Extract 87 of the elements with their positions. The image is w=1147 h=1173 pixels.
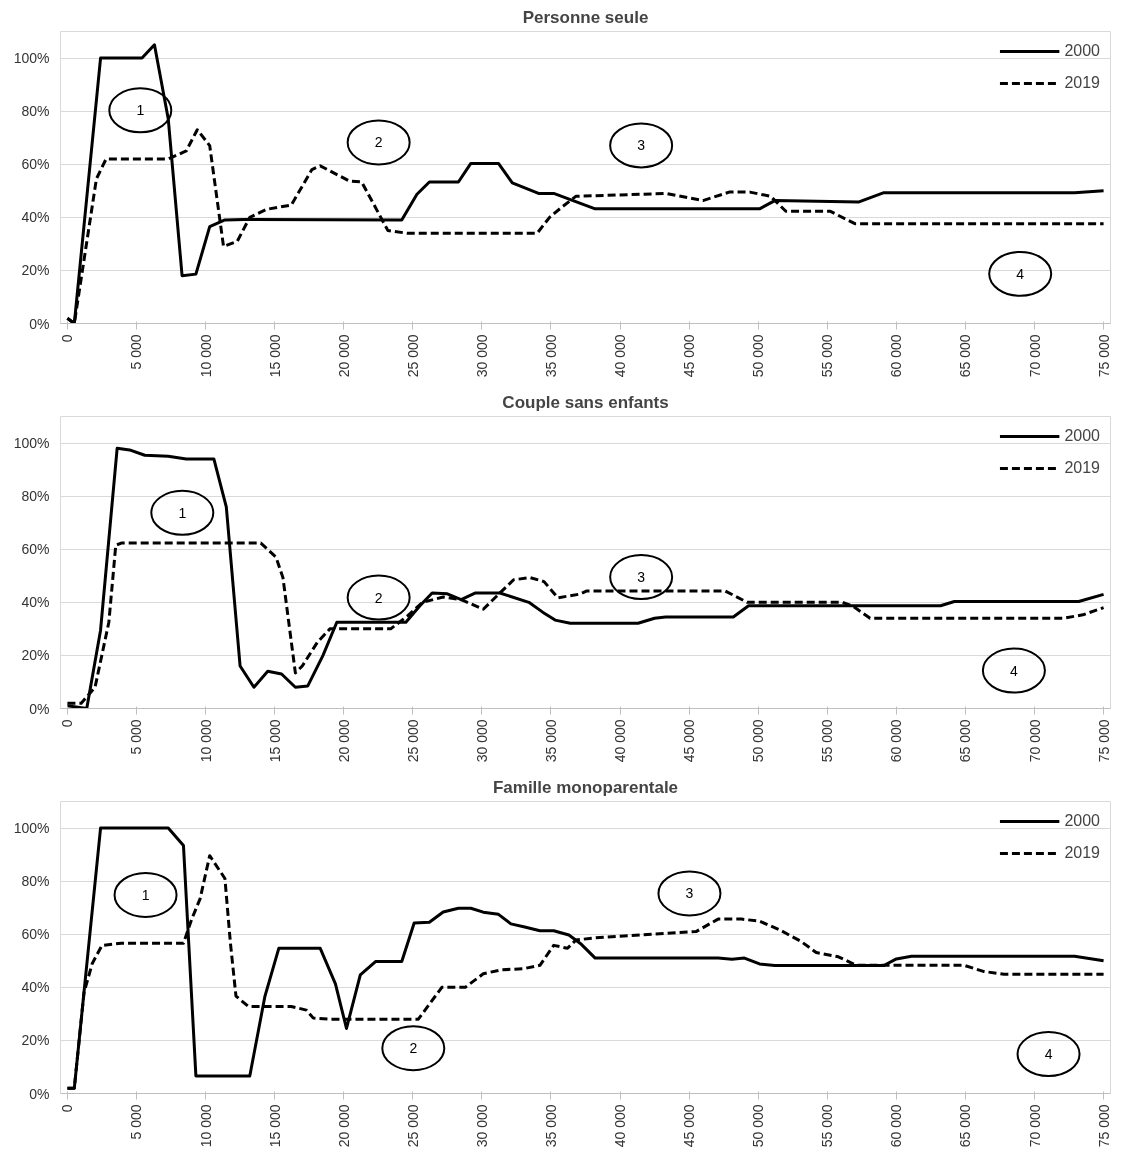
chart-title: Personne seule xyxy=(522,7,649,27)
y-tick-label: 100% xyxy=(13,50,50,67)
x-tick-label: 75 000 xyxy=(1095,719,1112,763)
x-tick-label: 10 000 xyxy=(197,719,214,763)
legend-label: 2000 xyxy=(1064,42,1100,60)
annotation: 1 xyxy=(136,102,145,119)
annotation: 2 xyxy=(374,589,383,606)
annotation: 4 xyxy=(1044,1046,1053,1063)
x-tick-label: 5 000 xyxy=(128,1104,145,1140)
y-tick-label: 20% xyxy=(21,262,50,279)
x-tick-label: 65 000 xyxy=(957,719,974,763)
x-tick-label: 40 000 xyxy=(612,719,629,763)
x-tick-label: 70 000 xyxy=(1026,719,1043,763)
x-tick-label: 0 xyxy=(59,1104,76,1113)
y-tick-label: 0% xyxy=(29,1085,50,1102)
y-tick-label: 100% xyxy=(13,820,50,837)
y-tick-label: 40% xyxy=(21,209,50,226)
annotation: 2 xyxy=(409,1040,418,1057)
x-tick-label: 65 000 xyxy=(957,1104,974,1148)
annotation: 1 xyxy=(178,504,187,521)
x-tick-label: 60 000 xyxy=(888,334,905,378)
chart-title: Couple sans enfants xyxy=(502,392,669,412)
x-tick-label: 60 000 xyxy=(888,719,905,763)
legend-label: 2019 xyxy=(1064,844,1100,862)
x-tick-label: 30 000 xyxy=(473,334,490,378)
annotation: 4 xyxy=(1010,662,1019,679)
x-tick-label: 20 000 xyxy=(335,334,352,378)
x-tick-label: 35 000 xyxy=(542,719,559,763)
annotation: 3 xyxy=(637,137,646,154)
x-tick-label: 45 000 xyxy=(681,334,698,378)
x-tick-label: 40 000 xyxy=(612,334,629,378)
x-tick-label: 30 000 xyxy=(473,719,490,763)
x-tick-label: 0 xyxy=(59,334,76,343)
y-tick-label: 80% xyxy=(21,873,50,890)
y-tick-label: 20% xyxy=(21,1032,50,1049)
x-tick-label: 35 000 xyxy=(542,1104,559,1148)
x-tick-label: 55 000 xyxy=(819,1104,836,1148)
x-tick-label: 50 000 xyxy=(750,719,767,763)
annotation: 3 xyxy=(637,569,646,586)
legend-label: 2000 xyxy=(1064,427,1100,445)
y-tick-label: 0% xyxy=(29,315,50,332)
x-tick-label: 15 000 xyxy=(266,1104,283,1148)
x-tick-label: 40 000 xyxy=(612,1104,629,1148)
x-tick-label: 50 000 xyxy=(750,334,767,378)
x-tick-label: 35 000 xyxy=(542,334,559,378)
y-tick-label: 60% xyxy=(21,156,50,173)
legend-label: 2019 xyxy=(1064,459,1100,477)
y-tick-label: 80% xyxy=(21,103,50,120)
x-tick-label: 15 000 xyxy=(266,719,283,763)
x-tick-label: 75 000 xyxy=(1095,1104,1112,1148)
x-tick-label: 10 000 xyxy=(197,1104,214,1148)
y-tick-label: 100% xyxy=(13,435,50,452)
annotation: 1 xyxy=(141,886,150,903)
y-tick-label: 40% xyxy=(21,594,50,611)
annotation: 2 xyxy=(374,134,383,151)
x-tick-label: 30 000 xyxy=(473,1104,490,1148)
x-tick-label: 0 xyxy=(59,719,76,728)
x-tick-label: 25 000 xyxy=(404,334,421,378)
legend-label: 2019 xyxy=(1064,74,1100,92)
x-tick-label: 45 000 xyxy=(681,719,698,763)
x-tick-label: 70 000 xyxy=(1026,1104,1043,1148)
annotation: 3 xyxy=(685,885,694,902)
x-tick-label: 25 000 xyxy=(404,1104,421,1148)
x-tick-label: 5 000 xyxy=(128,334,145,370)
y-tick-label: 80% xyxy=(21,488,50,505)
y-tick-label: 40% xyxy=(21,979,50,996)
x-tick-label: 25 000 xyxy=(404,719,421,763)
y-tick-label: 60% xyxy=(21,926,50,943)
y-tick-label: 0% xyxy=(29,700,50,717)
y-tick-label: 60% xyxy=(21,541,50,558)
x-tick-label: 70 000 xyxy=(1026,334,1043,378)
x-tick-label: 20 000 xyxy=(335,719,352,763)
x-tick-label: 5 000 xyxy=(128,719,145,755)
x-tick-label: 10 000 xyxy=(197,334,214,378)
legend-label: 2000 xyxy=(1064,812,1100,830)
annotation: 4 xyxy=(1016,265,1025,282)
chart-title: Famille monoparentale xyxy=(492,777,679,797)
x-tick-label: 55 000 xyxy=(819,719,836,763)
x-tick-label: 20 000 xyxy=(335,1104,352,1148)
x-tick-label: 50 000 xyxy=(750,1104,767,1148)
x-tick-label: 45 000 xyxy=(681,1104,698,1148)
x-tick-label: 15 000 xyxy=(266,334,283,378)
x-tick-label: 60 000 xyxy=(888,1104,905,1148)
x-tick-label: 65 000 xyxy=(957,334,974,378)
x-tick-label: 75 000 xyxy=(1095,334,1112,378)
y-tick-label: 20% xyxy=(21,647,50,664)
x-tick-label: 55 000 xyxy=(819,334,836,378)
